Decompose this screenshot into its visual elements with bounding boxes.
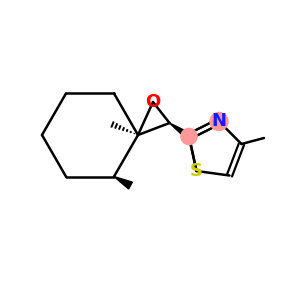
Circle shape — [181, 128, 197, 145]
Text: S: S — [190, 162, 203, 180]
Text: N: N — [212, 112, 226, 130]
Polygon shape — [169, 123, 191, 140]
Circle shape — [210, 112, 228, 130]
Text: O: O — [146, 93, 160, 111]
Polygon shape — [114, 177, 132, 189]
